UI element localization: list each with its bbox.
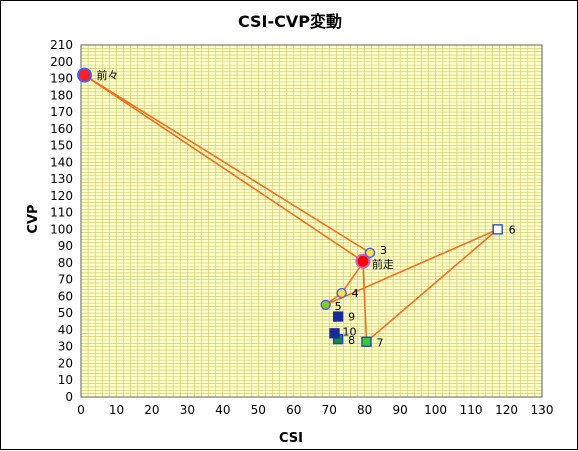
data-label: 5: [335, 300, 342, 313]
y-tick-label: 70: [58, 273, 73, 287]
x-tick-label: 50: [251, 403, 266, 417]
data-label: 10: [343, 325, 357, 338]
data-point: [364, 247, 376, 259]
x-tick-label: 110: [460, 403, 483, 417]
y-tick-label: 150: [50, 139, 73, 153]
x-tick-label: 0: [77, 403, 85, 417]
x-tick-label: 80: [357, 403, 372, 417]
data-label: 6: [509, 223, 516, 236]
y-tick-label: 190: [50, 72, 73, 86]
data-label: 4: [352, 287, 359, 300]
plot-area: [80, 44, 543, 398]
y-tick-label: 210: [50, 38, 73, 52]
x-tick-label: 90: [393, 403, 408, 417]
y-tick-label: 0: [65, 390, 73, 404]
plot-border: [80, 44, 543, 398]
y-tick-label: 180: [50, 88, 73, 102]
grid-lines: [80, 44, 543, 398]
y-tick-label: 20: [58, 356, 73, 370]
data-points: [77, 67, 503, 347]
y-tick-label: 120: [50, 189, 73, 203]
x-tick-label: 60: [286, 403, 301, 417]
chart-title: CSI-CVP変動: [238, 12, 342, 31]
y-axis-title: CVP: [26, 204, 41, 233]
y-tick-label: 140: [50, 155, 73, 169]
x-axis-ticks: 0 10 20 30 40 50 60 70 80 90 100 110 120 130: [77, 403, 553, 417]
y-tick-label: 170: [50, 105, 73, 119]
data-label: 前走: [372, 257, 394, 271]
data-label: 8: [348, 334, 355, 347]
data-point: [361, 336, 372, 347]
data-point: [332, 311, 344, 322]
y-tick-label: 80: [58, 256, 73, 270]
y-tick-label: 200: [50, 55, 73, 69]
x-tick-label: 130: [531, 403, 554, 417]
y-tick-label: 110: [50, 206, 73, 220]
data-point: [329, 328, 340, 339]
x-axis-title: CSI: [279, 431, 303, 446]
y-tick-label: 100: [50, 222, 73, 236]
x-tick-label: 20: [144, 403, 159, 417]
data-point: [336, 287, 347, 299]
y-axis-ticks: 0 10 20 30 40 50 60 70 80 90 100 110 120 130 140 150 160…: [50, 38, 73, 404]
y-tick-label: 30: [58, 340, 73, 354]
data-point: [492, 224, 503, 235]
data-label: 前々: [97, 68, 119, 82]
y-tick-label: 50: [58, 306, 73, 320]
data-label: 7: [376, 337, 383, 350]
data-point: [320, 299, 331, 311]
x-tick-label: 100: [424, 403, 447, 417]
y-tick-label: 60: [58, 289, 73, 303]
data-point: [77, 67, 93, 83]
x-tick-label: 30: [180, 403, 195, 417]
y-tick-label: 160: [50, 122, 73, 136]
x-tick-label: 40: [215, 403, 230, 417]
y-tick-label: 130: [50, 172, 73, 186]
data-point: [355, 253, 371, 269]
x-tick-label: 120: [495, 403, 518, 417]
y-tick-label: 90: [58, 239, 73, 253]
x-tick-label: 70: [322, 403, 337, 417]
y-tick-label: 40: [58, 323, 73, 337]
x-tick-label: 10: [109, 403, 124, 417]
data-label: 3: [380, 244, 387, 257]
data-label: 9: [348, 311, 355, 324]
y-tick-label: 10: [58, 373, 73, 387]
